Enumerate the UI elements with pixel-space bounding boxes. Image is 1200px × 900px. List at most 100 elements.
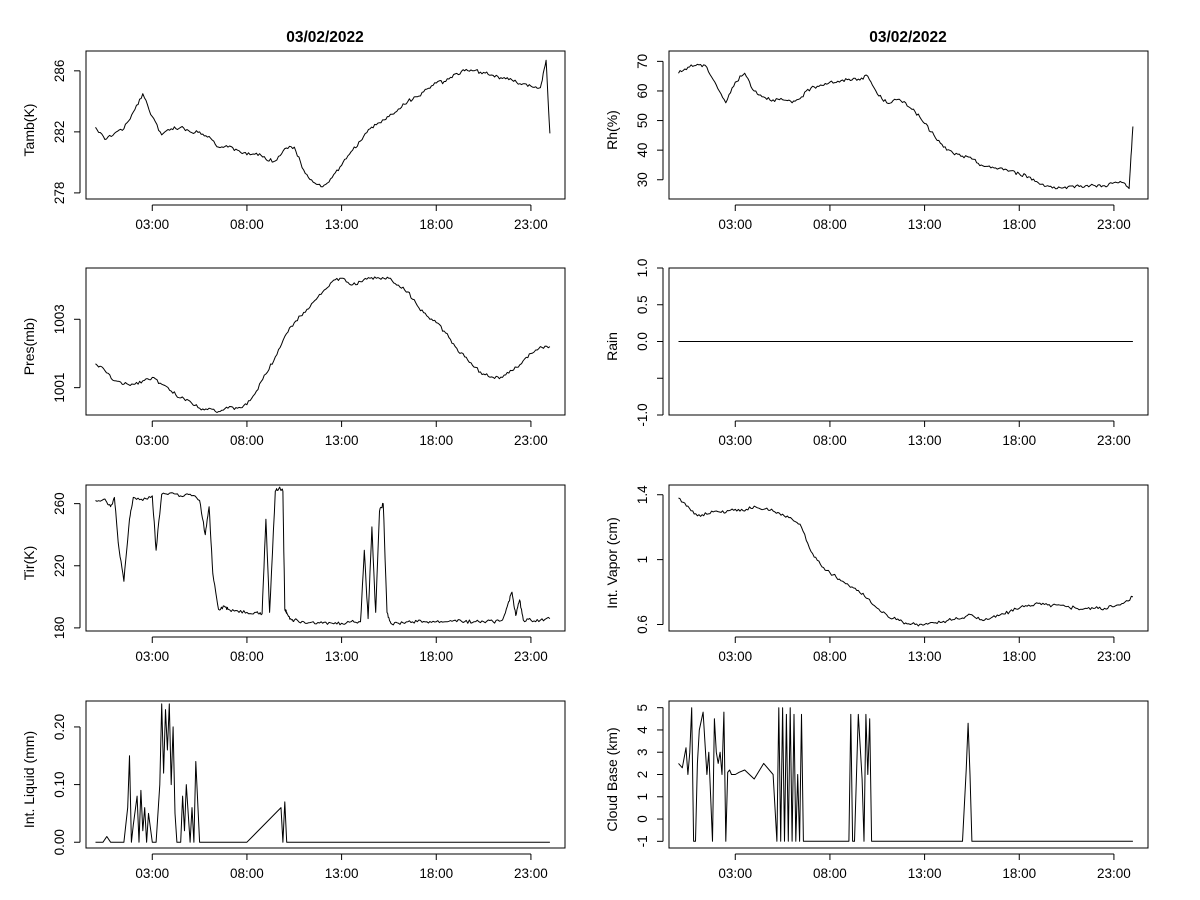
liquid-x-tick-label: 08:00 xyxy=(230,866,264,881)
liquid-y-tick-label: 0.00 xyxy=(52,829,67,855)
rh-y-tick-label: 50 xyxy=(635,113,650,128)
panel-rain: 03:00 08:00 13:00 18:00 23:00 -1.0 0.0 0.5 1.0 Ra… xyxy=(604,259,1149,448)
cloudbase-x-tick-label: 08:00 xyxy=(813,866,847,881)
rain-x-tick-label: 13:00 xyxy=(908,433,942,448)
rain-plot-frame xyxy=(668,267,1149,416)
liquid-ylabel: Int. Liquid (mm) xyxy=(21,731,37,828)
rain-y-tick-label: -1.0 xyxy=(635,403,650,426)
rh-x-tick-label: 13:00 xyxy=(908,217,942,232)
vapor-y-tick-label: 1.4 xyxy=(635,485,650,504)
cloudbase-plot-frame xyxy=(668,700,1149,849)
title-right: 03/02/2022 xyxy=(869,29,947,46)
rain-x-tick-label: 03:00 xyxy=(718,433,752,448)
vapor-ylabel: Int. Vapor (cm) xyxy=(604,517,620,609)
panel-tir: 03:00 08:00 13:00 18:00 23:00 180 220 260 Tir(K) xyxy=(21,484,566,664)
panel-pres: 03:00 08:00 13:00 18:00 23:00 1001 1003 Pres(mb… xyxy=(21,267,566,448)
tamb-series-line xyxy=(95,59,551,188)
rain-y-tick-label: 1.0 xyxy=(635,259,650,278)
cloudbase-y-tick-label: 1 xyxy=(635,793,650,801)
tamb-x-tick-label: 13:00 xyxy=(325,217,359,232)
rh-y-tick-label: 30 xyxy=(635,172,650,187)
vapor-x-tick-label: 18:00 xyxy=(1002,649,1036,664)
rain-y-tick-label: 0.5 xyxy=(635,295,650,314)
pres-y-tick-label: 1003 xyxy=(52,304,67,334)
pres-plot-frame xyxy=(85,267,566,416)
rain-x-tick-label: 18:00 xyxy=(1002,433,1036,448)
cloudbase-y-tick-label: 0 xyxy=(635,815,650,823)
tamb-x-tick-label: 08:00 xyxy=(230,217,264,232)
vapor-x-tick-label: 13:00 xyxy=(908,649,942,664)
tir-x-tick-label: 08:00 xyxy=(230,649,264,664)
tir-plot-frame xyxy=(85,484,566,632)
cloudbase-y-tick-label: 3 xyxy=(635,748,650,756)
liquid-plot-frame xyxy=(85,700,566,849)
pres-x-tick-label: 13:00 xyxy=(325,433,359,448)
cloudbase-y-tick-label: 2 xyxy=(635,771,650,779)
tir-x-tick-label: 23:00 xyxy=(514,649,548,664)
pres-x-tick-label: 18:00 xyxy=(419,433,453,448)
rh-x-tick-label: 03:00 xyxy=(718,217,752,232)
cloudbase-ylabel: Cloud Base (km) xyxy=(604,727,620,831)
panel-cloudbase: 03:00 08:00 13:00 18:00 23:00 -1 0 1 2 3 4 5 Cloud B… xyxy=(604,700,1149,881)
vapor-series-line xyxy=(678,497,1134,627)
pres-y-tick-label: 1001 xyxy=(52,373,67,403)
tir-x-tick-label: 03:00 xyxy=(135,649,169,664)
rh-plot-frame xyxy=(668,50,1149,200)
vapor-x-tick-label: 08:00 xyxy=(813,649,847,664)
cloudbase-x-tick-label: 03:00 xyxy=(718,866,752,881)
rain-y-tick-label: 0.0 xyxy=(635,332,650,351)
tamb-x-tick-label: 03:00 xyxy=(135,217,169,232)
tir-y-tick-label: 220 xyxy=(52,555,67,578)
liquid-x-tick-label: 03:00 xyxy=(135,866,169,881)
tir-x-tick-label: 13:00 xyxy=(325,649,359,664)
rh-x-tick-label: 23:00 xyxy=(1097,217,1131,232)
tir-y-tick-label: 180 xyxy=(52,617,67,640)
rh-y-tick-label: 70 xyxy=(635,54,650,69)
rh-x-tick-label: 18:00 xyxy=(1002,217,1036,232)
pres-x-tick-label: 23:00 xyxy=(514,433,548,448)
cloudbase-x-tick-label: 13:00 xyxy=(908,866,942,881)
cloudbase-y-tick-label: -1 xyxy=(635,835,650,847)
tamb-ylabel: Tamb(K) xyxy=(21,104,37,157)
vapor-y-tick-label: 0.6 xyxy=(635,615,650,634)
cloudbase-x-tick-label: 23:00 xyxy=(1097,866,1131,881)
liquid-x-tick-label: 23:00 xyxy=(514,866,548,881)
cloudbase-y-tick-label: 5 xyxy=(635,704,650,712)
pres-x-tick-label: 08:00 xyxy=(230,433,264,448)
tamb-y-tick-label: 278 xyxy=(52,182,67,205)
pres-ylabel: Pres(mb) xyxy=(21,318,37,376)
vapor-x-tick-label: 03:00 xyxy=(718,649,752,664)
panel-vapor: 03:00 08:00 13:00 18:00 23:00 0.6 1 1.4 Int. Vap… xyxy=(604,484,1149,664)
title-left: 03/02/2022 xyxy=(286,29,364,46)
vapor-x-tick-label: 23:00 xyxy=(1097,649,1131,664)
vapor-y-tick-label: 1 xyxy=(635,556,650,564)
tir-ylabel: Tir(K) xyxy=(21,546,37,580)
rh-y-tick-label: 60 xyxy=(635,83,650,98)
panel-tamb: 03:00 08:00 13:00 18:00 23:00 278 282 286 Tamb(K… xyxy=(21,50,566,232)
cloudbase-x-tick-label: 18:00 xyxy=(1002,866,1036,881)
liquid-y-tick-label: 0.10 xyxy=(52,771,67,797)
rh-x-tick-label: 08:00 xyxy=(813,217,847,232)
panel-rh: 03:00 08:00 13:00 18:00 23:00 30 40 50 60 70 Rh(%) xyxy=(604,50,1149,232)
rain-x-tick-label: 23:00 xyxy=(1097,433,1131,448)
cloudbase-series-line xyxy=(678,707,1133,842)
liquid-series-line xyxy=(95,703,550,843)
rh-series-line xyxy=(678,63,1134,190)
cloudbase-y-tick-label: 4 xyxy=(635,726,650,734)
rh-ylabel: Rh(%) xyxy=(604,110,620,150)
tir-y-tick-label: 260 xyxy=(52,492,67,515)
liquid-x-tick-label: 18:00 xyxy=(419,866,453,881)
tamb-y-tick-label: 282 xyxy=(52,121,67,144)
tir-series-line xyxy=(95,486,551,626)
tamb-x-tick-label: 18:00 xyxy=(419,217,453,232)
panel-liquid: 03:00 08:00 13:00 18:00 23:00 0.00 0.10 0.20 Int… xyxy=(21,700,566,881)
tir-x-tick-label: 18:00 xyxy=(419,649,453,664)
liquid-y-tick-label: 0.20 xyxy=(52,714,67,740)
rain-x-tick-label: 08:00 xyxy=(813,433,847,448)
pres-x-tick-label: 03:00 xyxy=(135,433,169,448)
pres-series-line xyxy=(95,276,551,413)
tamb-plot-frame xyxy=(85,50,566,200)
liquid-x-tick-label: 13:00 xyxy=(325,866,359,881)
rh-y-tick-label: 40 xyxy=(635,143,650,158)
